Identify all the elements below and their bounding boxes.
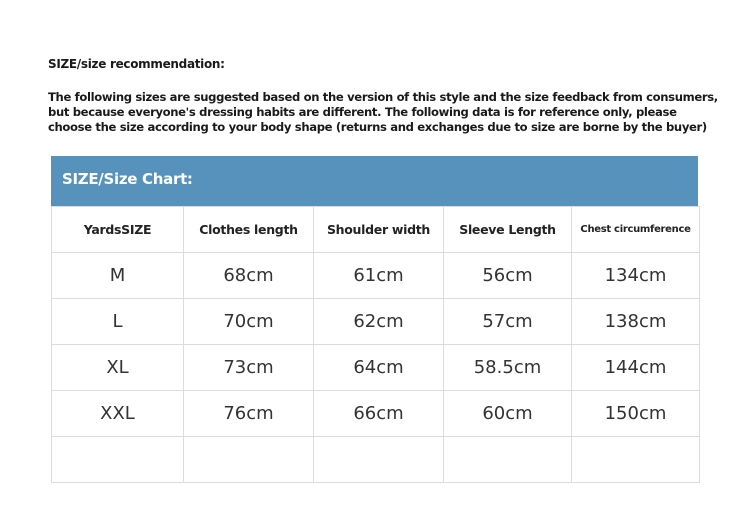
measurement-cell: 57cm xyxy=(443,298,572,345)
measurement-cell: 150cm xyxy=(571,390,700,437)
measurement-cell xyxy=(571,436,700,483)
measurement-cell: 58.5cm xyxy=(443,344,572,391)
measurement-cell: 144cm xyxy=(571,344,700,391)
size-cell: L xyxy=(51,298,184,345)
size-cell: M xyxy=(51,252,184,299)
table-row xyxy=(51,436,700,483)
column-header: YardsSIZE xyxy=(51,206,184,253)
measurement-cell: 61cm xyxy=(313,252,444,299)
size-chart-title: SIZE/Size Chart: xyxy=(51,156,698,206)
size-cell: XL xyxy=(51,344,184,391)
intro-line: choose the size according to your body s… xyxy=(48,120,707,134)
size-chart-table: YardsSIZE Clothes length Shoulder width Sle… xyxy=(51,206,700,483)
measurement-cell: 60cm xyxy=(443,390,572,437)
size-cell xyxy=(51,436,184,483)
measurement-cell: 66cm xyxy=(313,390,444,437)
measurement-cell: 68cm xyxy=(183,252,314,299)
intro-line: but because everyone's dressing habits a… xyxy=(48,105,677,119)
measurement-cell: 138cm xyxy=(571,298,700,345)
intro-text: The following sizes are suggested based … xyxy=(48,90,718,135)
measurement-cell: 64cm xyxy=(313,344,444,391)
intro-line: The following sizes are suggested based … xyxy=(48,90,718,104)
table-row: M 68cm 61cm 56cm 134cm xyxy=(51,252,700,299)
column-header: Sleeve Length xyxy=(443,206,572,253)
table-row: XXL 76cm 66cm 60cm 150cm xyxy=(51,390,700,437)
table-row: L 70cm 62cm 57cm 138cm xyxy=(51,298,700,345)
measurement-cell: 76cm xyxy=(183,390,314,437)
column-header: Clothes length xyxy=(183,206,314,253)
measurement-cell xyxy=(313,436,444,483)
measurement-cell: 62cm xyxy=(313,298,444,345)
measurement-cell: 56cm xyxy=(443,252,572,299)
measurement-cell xyxy=(183,436,314,483)
column-header: Chest circumference xyxy=(571,206,700,253)
header-row: YardsSIZE Clothes length Shoulder width Sle… xyxy=(51,206,700,253)
measurement-cell: 70cm xyxy=(183,298,314,345)
measurement-cell: 73cm xyxy=(183,344,314,391)
size-recommendation-heading: SIZE/size recommendation: xyxy=(48,57,225,71)
size-cell: XXL xyxy=(51,390,184,437)
measurement-cell: 134cm xyxy=(571,252,700,299)
measurement-cell xyxy=(443,436,572,483)
table-row: XL 73cm 64cm 58.5cm 144cm xyxy=(51,344,700,391)
column-header: Shoulder width xyxy=(313,206,444,253)
